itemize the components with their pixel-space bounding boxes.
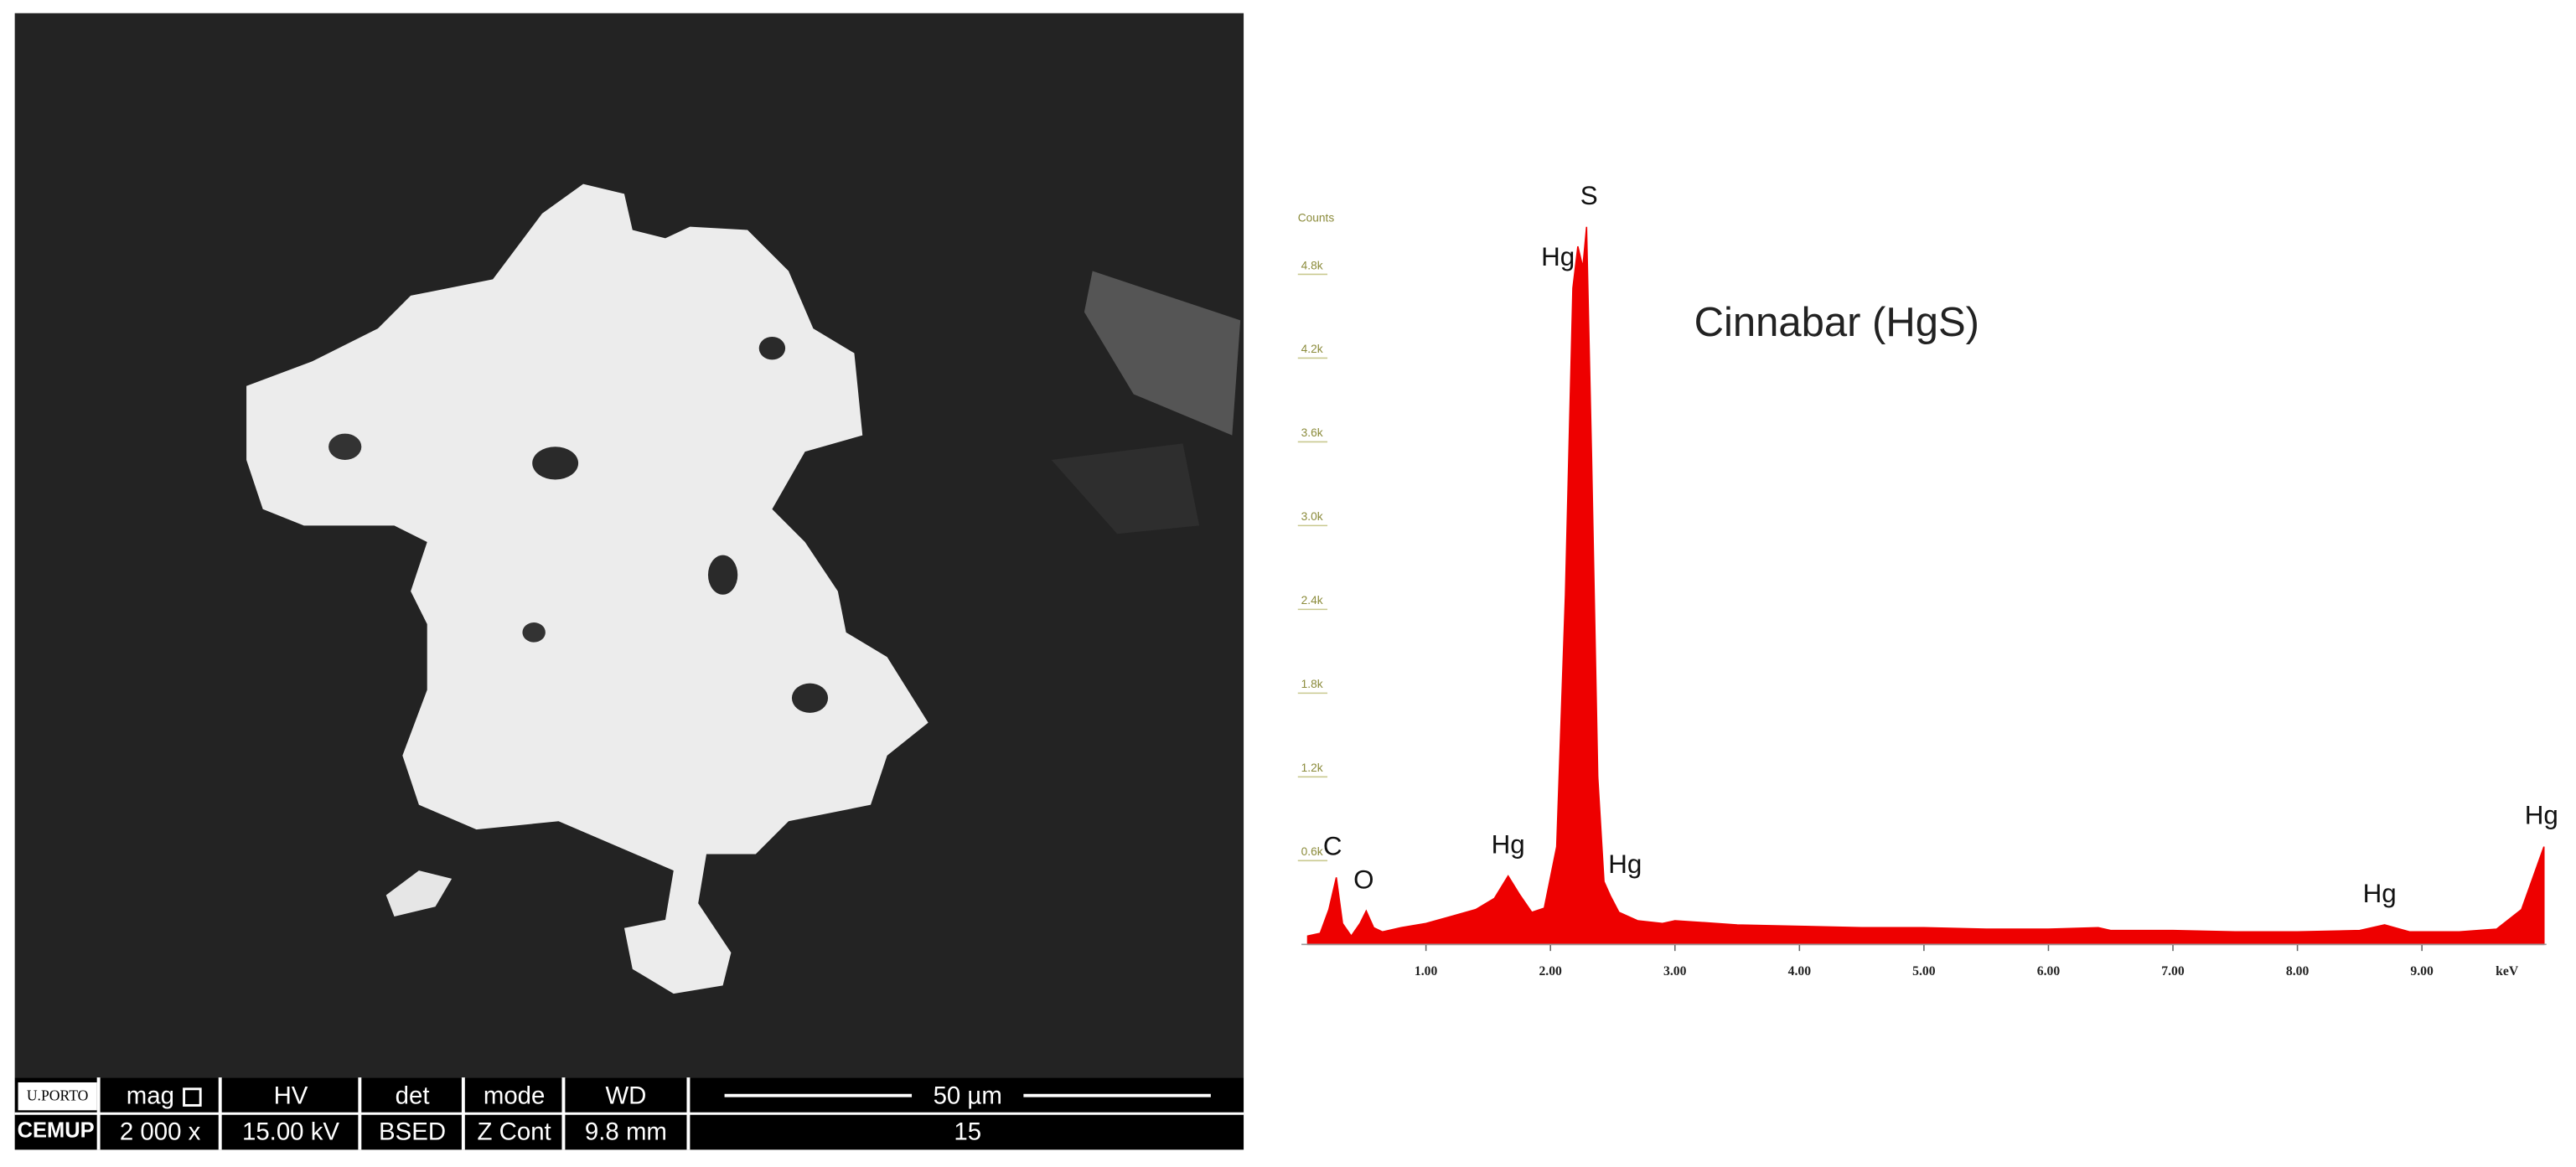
sem-image: [14, 13, 1244, 1078]
x-tick-label: 2.00: [1539, 964, 1562, 979]
field-label: WD: [605, 1082, 646, 1109]
sem-pore: [328, 433, 362, 460]
x-tick-label: 3.00: [1663, 964, 1687, 979]
sem-pore: [532, 447, 579, 480]
field-value: 15.00 kV: [242, 1118, 339, 1146]
peak-label: Hg: [2525, 801, 2558, 830]
sem-grain: [385, 870, 453, 917]
x-tick-label: 4.00: [1788, 964, 1812, 979]
field-value: Z Cont: [478, 1118, 551, 1146]
sem-grain: [246, 183, 928, 994]
x-tick-label: 5.00: [1912, 964, 1936, 979]
field-label: HV: [274, 1082, 308, 1109]
logo-bottom: CEMUP: [18, 1119, 95, 1143]
field-value: 9.8 mm: [585, 1118, 667, 1146]
scale-bar-label: 50 µm: [934, 1082, 1002, 1109]
peak-label: S: [1580, 181, 1598, 210]
frame-number: 15: [954, 1118, 981, 1146]
y-tick-label: 2.4k: [1301, 594, 1323, 607]
peak-label: Hg: [1541, 242, 1575, 271]
field-value: BSED: [379, 1118, 446, 1146]
peak-label: Hg: [2363, 879, 2397, 908]
y-tick-label: 3.6k: [1301, 426, 1323, 439]
mag-icon: [183, 1087, 202, 1107]
x-tick-label: 9.00: [2410, 964, 2434, 979]
sem-particle: [1051, 443, 1200, 534]
peak-label: O: [1353, 865, 1373, 894]
x-tick-label: 7.00: [2161, 964, 2185, 979]
y-tick-label: 1.2k: [1301, 762, 1323, 774]
y-tick-label: 3.0k: [1301, 510, 1323, 523]
x-tick-label: 6.00: [2037, 964, 2061, 979]
y-axis-label: Counts: [1298, 211, 1335, 224]
sem-pore: [758, 336, 786, 360]
y-tick-label: 1.8k: [1301, 678, 1323, 690]
field-label: mag: [127, 1082, 174, 1109]
spectrum: [1306, 226, 2545, 946]
x-tick-label: 8.00: [2286, 964, 2310, 979]
peak-label: Hg: [1608, 849, 1642, 879]
y-tick-label: 4.8k: [1301, 259, 1323, 271]
sem-pore: [522, 622, 546, 643]
field-label: det: [396, 1082, 430, 1109]
y-tick-label: 4.2k: [1301, 343, 1323, 355]
y-tick-label: 0.6k: [1301, 845, 1323, 858]
sem-pore: [707, 555, 738, 595]
annotation: Cinnabar (HgS): [1694, 300, 1979, 345]
sem-particle: [1084, 271, 1241, 436]
sem-pore: [791, 683, 829, 713]
x-tick-label: 1.00: [1415, 964, 1438, 979]
logo-top: U.PORTO: [27, 1087, 89, 1104]
logo-box: [18, 1082, 97, 1111]
x-axis-label: keV: [2496, 964, 2519, 979]
scale-bar-gap: [912, 1083, 1024, 1109]
peak-label: C: [1323, 831, 1342, 860]
field-label: mode: [484, 1082, 546, 1109]
peak-label: Hg: [1492, 830, 1525, 860]
field-value: 2 000 x: [120, 1118, 201, 1146]
